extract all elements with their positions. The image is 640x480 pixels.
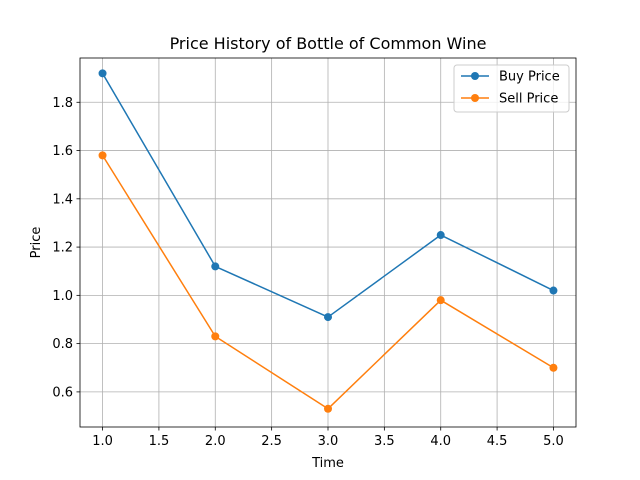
buy-price-point <box>437 231 445 239</box>
x-tick-label: 4.0 <box>430 434 451 449</box>
legend-label: Sell Price <box>499 92 558 107</box>
x-tick-label: 5.0 <box>543 434 564 449</box>
legend-swatch-marker <box>471 72 479 80</box>
x-axis-title: Time <box>311 456 344 471</box>
sell-price-point <box>99 151 107 159</box>
buy-price-point <box>324 313 332 321</box>
y-tick-label: 0.8 <box>52 337 73 352</box>
sell-price-point <box>324 405 332 413</box>
y-tick-label: 1.6 <box>52 144 73 159</box>
y-tick-label: 1.8 <box>52 96 73 111</box>
y-axis-title: Price <box>29 227 44 259</box>
sell-price-point <box>437 296 445 304</box>
x-axis-ticks: 1.0 1.5 2.0 2.5 3.0 3.5 4.0 4.5 5.0 <box>92 427 564 449</box>
x-tick-label: 2.5 <box>261 434 282 449</box>
x-tick-label: 1.5 <box>149 434 170 449</box>
y-axis-ticks: 0.6 0.8 1.0 1.2 1.4 1.6 1.8 <box>52 96 80 401</box>
buy-price-point <box>211 262 219 270</box>
x-tick-label: 2.0 <box>205 434 226 449</box>
sell-price-point <box>211 332 219 340</box>
legend-swatch-marker <box>471 94 479 102</box>
sell-price-point <box>549 364 557 372</box>
x-tick-label: 3.0 <box>318 434 339 449</box>
y-tick-label: 0.6 <box>52 385 73 400</box>
x-tick-label: 4.5 <box>487 434 508 449</box>
y-tick-label: 1.4 <box>52 192 73 207</box>
x-tick-label: 1.0 <box>92 434 113 449</box>
legend: Buy Price Sell Price <box>454 65 569 112</box>
chart-title: Price History of Bottle of Common Wine <box>170 34 487 53</box>
y-tick-label: 1.2 <box>52 241 73 256</box>
y-tick-label: 1.0 <box>52 289 73 304</box>
x-tick-label: 3.5 <box>374 434 395 449</box>
buy-price-point <box>99 69 107 77</box>
grid <box>80 58 576 427</box>
buy-price-point <box>549 287 557 295</box>
legend-label: Buy Price <box>499 70 560 85</box>
